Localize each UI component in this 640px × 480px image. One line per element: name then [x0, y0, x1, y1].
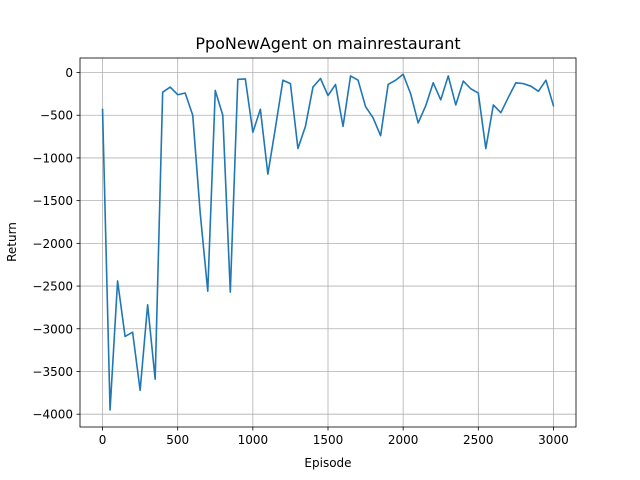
series-line [101, 73, 555, 411]
x-tick-label: 2500 [463, 433, 494, 447]
y-tick-label: −3000 [32, 322, 73, 336]
y-tick-label: −2000 [32, 237, 73, 251]
x-tick-label: 2000 [388, 433, 419, 447]
x-tick-label: 500 [166, 433, 189, 447]
y-tick-label: −500 [40, 109, 73, 123]
chart-title: PpoNewAgent on mainrestaurant [195, 34, 460, 53]
y-tick-label: −4000 [32, 408, 73, 422]
y-tick-label: −2500 [32, 280, 73, 294]
x-tick-label: 1500 [313, 433, 344, 447]
y-tick-label: −1500 [32, 194, 73, 208]
gridlines [80, 58, 576, 427]
y-axis-label: Return [5, 222, 19, 262]
x-tick-label: 3000 [538, 433, 569, 447]
x-tick-label: 1000 [238, 433, 269, 447]
tick-labels: 0 500 1000 1500 2000 2500 3000 0 −500 −1000 −1500 −… [32, 66, 568, 447]
series-layer [101, 73, 555, 411]
x-tick-label: 0 [99, 433, 107, 447]
x-axis-label: Episode [304, 456, 351, 470]
y-tick-label: −3500 [32, 365, 73, 379]
y-tick-label: 0 [65, 66, 73, 80]
y-tick-label: −1000 [32, 151, 73, 165]
